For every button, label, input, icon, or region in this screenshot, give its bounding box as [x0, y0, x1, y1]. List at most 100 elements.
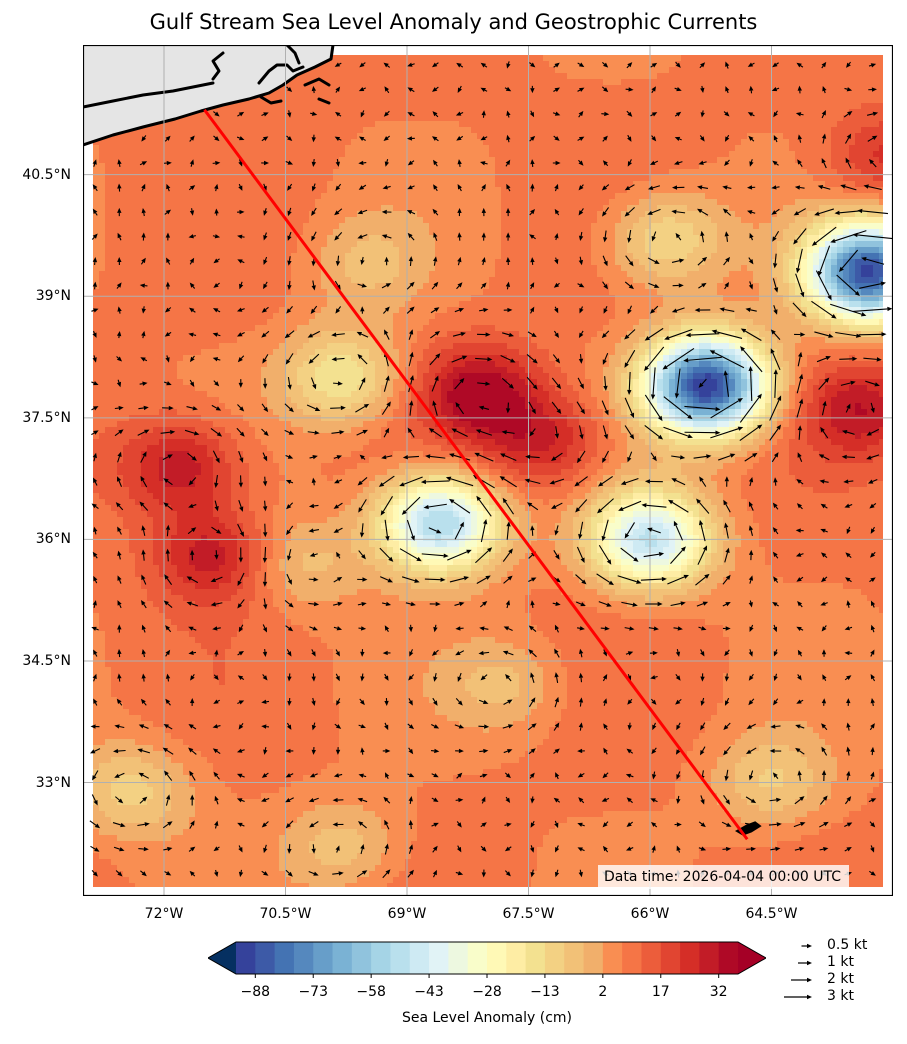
- current-arrow: [578, 672, 584, 683]
- current-arrow: [670, 601, 686, 607]
- current-arrow: [529, 62, 536, 68]
- coastline-segment: [317, 97, 331, 105]
- current-arrow: [820, 528, 828, 533]
- current-arrow: [869, 551, 876, 558]
- current-arrow: [796, 503, 803, 510]
- current-arrow: [401, 576, 420, 583]
- current-arrow: [844, 133, 852, 144]
- current-arrow: [578, 354, 584, 364]
- current-arrow: [139, 161, 148, 166]
- current-arrow: [285, 625, 294, 632]
- current-arrow: [262, 624, 268, 633]
- current-arrow: [190, 794, 195, 806]
- current-arrow: [672, 283, 684, 288]
- current-arrow: [93, 526, 98, 535]
- current-arrow: [188, 747, 197, 755]
- current-arrow: [793, 822, 806, 828]
- current-arrow: [91, 794, 98, 806]
- current-arrow: [406, 281, 415, 290]
- sla-field: [93, 55, 883, 887]
- current-arrow: [578, 869, 583, 878]
- current-arrow: [481, 869, 487, 878]
- current-arrow: [772, 278, 779, 293]
- current-arrow: [625, 651, 634, 656]
- current-arrow: [817, 184, 831, 190]
- current-arrow: [189, 698, 195, 706]
- current-arrow: [311, 231, 317, 242]
- current-arrow: [768, 822, 782, 827]
- current-arrow: [306, 404, 321, 411]
- current-arrow: [165, 698, 171, 706]
- current-arrow: [382, 869, 391, 879]
- current-arrow: [383, 62, 391, 68]
- map-svg[interactable]: [83, 45, 893, 896]
- current-arrow: [236, 427, 245, 437]
- current-arrow: [311, 697, 316, 706]
- current-arrow: [384, 519, 390, 542]
- current-arrow: [335, 747, 341, 755]
- current-arrow: [357, 209, 368, 215]
- current-arrow: [601, 400, 609, 416]
- lat-tick-label: 34.5°N: [22, 653, 71, 669]
- current-arrow: [624, 329, 636, 340]
- current-arrow: [676, 795, 681, 805]
- current-arrow: [382, 650, 391, 656]
- current-arrow: [651, 747, 657, 755]
- current-arrow: [261, 797, 270, 802]
- current-arrow: [360, 649, 365, 657]
- current-arrow: [554, 672, 559, 684]
- current-arrow: [284, 403, 294, 413]
- current-arrow: [724, 547, 730, 563]
- current-arrow: [843, 110, 853, 118]
- current-arrow: [384, 673, 389, 681]
- current-arrow: [457, 207, 462, 217]
- current-arrow: [358, 160, 367, 166]
- current-arrow: [330, 405, 346, 411]
- current-arrow: [528, 577, 537, 583]
- current-arrow: [502, 724, 514, 729]
- current-arrow: [261, 136, 269, 142]
- current-arrow: [286, 135, 293, 142]
- current-arrow: [627, 229, 632, 243]
- current-arrow: [575, 601, 586, 607]
- current-arrow: [285, 797, 294, 803]
- current-arrow: [527, 723, 537, 731]
- current-arrow: [834, 210, 863, 216]
- current-arrow: [869, 723, 875, 731]
- current-arrow: [693, 454, 712, 459]
- current-arrow: [381, 283, 392, 289]
- current-arrow: [384, 722, 389, 731]
- current-arrow: [641, 503, 667, 508]
- current-arrow: [722, 846, 732, 852]
- current-arrow: [551, 401, 562, 415]
- current-arrow: [456, 62, 464, 68]
- current-arrow: [212, 234, 221, 239]
- current-arrow: [478, 650, 490, 656]
- current-arrow: [870, 771, 875, 780]
- map-panel[interactable]: [83, 45, 893, 896]
- current-arrow: [162, 454, 173, 461]
- current-arrow: [239, 281, 244, 290]
- current-arrow: [676, 845, 681, 853]
- current-arrow: [238, 624, 244, 633]
- current-arrow: [331, 332, 345, 337]
- current-arrow: [475, 547, 493, 564]
- chart-title: Gulf Stream Sea Level Anomaly and Geostr…: [0, 10, 907, 34]
- current-arrow: [382, 601, 392, 607]
- current-arrow: [360, 747, 365, 755]
- current-arrow: [724, 673, 730, 682]
- current-arrow: [162, 405, 174, 411]
- current-arrow: [384, 819, 390, 830]
- current-arrow: [188, 503, 197, 508]
- current-arrow: [407, 723, 415, 730]
- current-arrow: [481, 207, 487, 217]
- current-arrow: [553, 87, 560, 92]
- current-arrow: [166, 183, 171, 192]
- current-arrow: [724, 769, 729, 782]
- current-arrow: [238, 183, 243, 191]
- current-arrow: [481, 257, 486, 266]
- current-arrow: [866, 428, 880, 436]
- current-arrow: [554, 208, 560, 216]
- current-arrow: [794, 332, 806, 337]
- current-arrow: [117, 600, 122, 609]
